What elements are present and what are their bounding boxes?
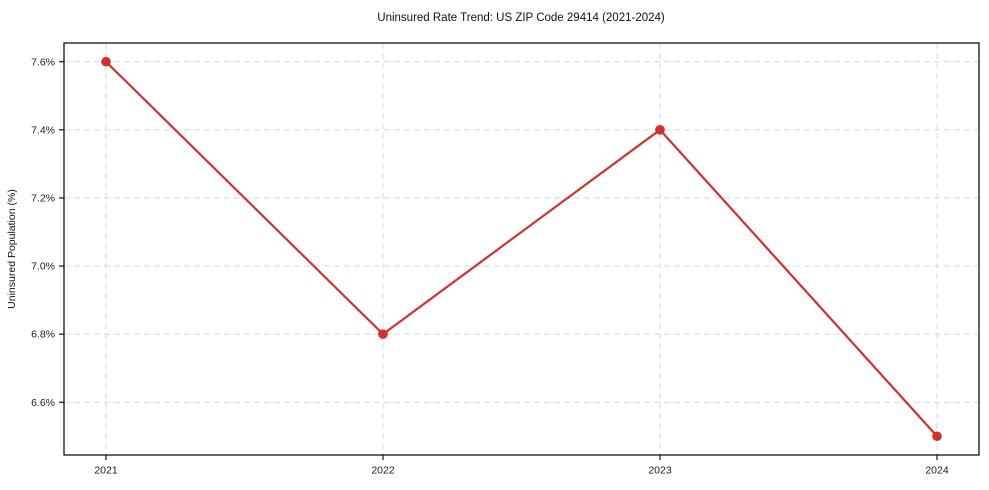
data-point-marker — [655, 125, 665, 135]
y-tick-label: 7.2% — [31, 193, 55, 205]
x-tick-label: 2022 — [371, 465, 395, 477]
gridlines — [64, 43, 979, 455]
trend-line — [104, 60, 939, 438]
y-axis-label: Uninsured Population (%) — [6, 189, 18, 309]
chart-title: Uninsured Rate Trend: US ZIP Code 29414 … — [377, 12, 665, 24]
y-tick-label: 7.6% — [31, 56, 55, 68]
y-tick-label: 6.6% — [31, 397, 55, 409]
y-tick-label: 7.4% — [31, 124, 55, 136]
axis-tick-labels: 6.6% 6.8% 7.0% 7.2% 7.4% 7.6% 2021 2022 2023 2024 — [31, 56, 949, 476]
axis-tick-marks — [59, 61, 938, 460]
plot-area-border — [63, 42, 980, 456]
data-point-marker — [378, 329, 388, 339]
y-tick-label: 6.8% — [31, 329, 55, 341]
data-series-layer — [101, 56, 942, 442]
x-tick-label: 2023 — [648, 465, 672, 477]
x-tick-label: 2021 — [94, 465, 118, 477]
y-tick-label: 7.0% — [31, 261, 55, 273]
x-tick-label: 2024 — [925, 465, 949, 477]
data-point-marker — [101, 56, 111, 67]
data-point-marker — [932, 431, 942, 442]
